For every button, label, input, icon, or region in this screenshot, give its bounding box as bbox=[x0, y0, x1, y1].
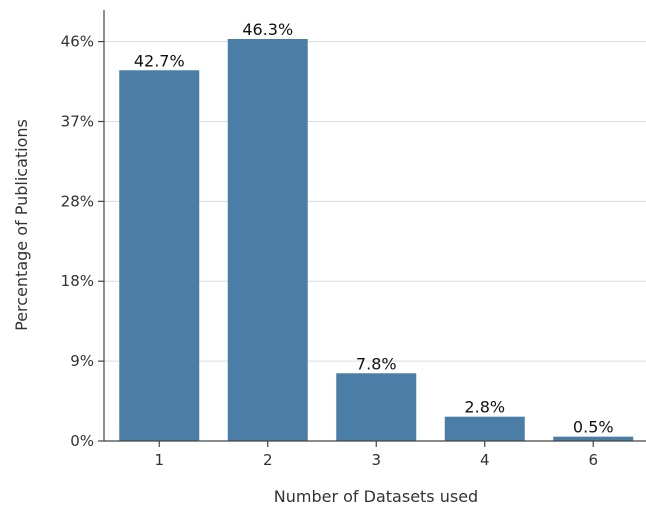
bar-value-label: 7.8% bbox=[356, 354, 397, 373]
y-tick-label: 28% bbox=[61, 192, 94, 210]
x-tick-label: 4 bbox=[480, 451, 490, 469]
x-tick-label: 3 bbox=[371, 451, 381, 469]
x-tick-label: 1 bbox=[154, 451, 164, 469]
y-tick-label: 46% bbox=[61, 33, 94, 51]
bar-value-labels: 42.7% 46.3% 7.8% 2.8% 0.5% bbox=[134, 20, 614, 437]
bars bbox=[119, 39, 634, 441]
y-tick-label: 37% bbox=[61, 112, 94, 130]
bar-value-label: 42.7% bbox=[134, 51, 185, 70]
bar bbox=[444, 416, 525, 441]
bar-value-label: 46.3% bbox=[242, 20, 293, 39]
bar bbox=[119, 70, 200, 441]
x-tick-label: 6 bbox=[588, 451, 598, 469]
x-tick-label: 2 bbox=[263, 451, 273, 469]
axes: 0% 9% 18% 28% 37% 46% 1 2 3 4 6 bbox=[61, 10, 646, 469]
y-tick-label: 9% bbox=[70, 352, 94, 370]
y-axis-title: Percentage of Publications bbox=[12, 119, 31, 331]
y-tick-label: 18% bbox=[61, 272, 94, 290]
bar bbox=[227, 39, 308, 441]
y-tick-label: 0% bbox=[70, 432, 94, 450]
x-axis-title: Number of Datasets used bbox=[274, 487, 478, 506]
bar bbox=[553, 436, 634, 441]
bar-value-label: 2.8% bbox=[464, 398, 505, 417]
bar-value-label: 0.5% bbox=[573, 418, 614, 437]
bar bbox=[336, 373, 417, 441]
